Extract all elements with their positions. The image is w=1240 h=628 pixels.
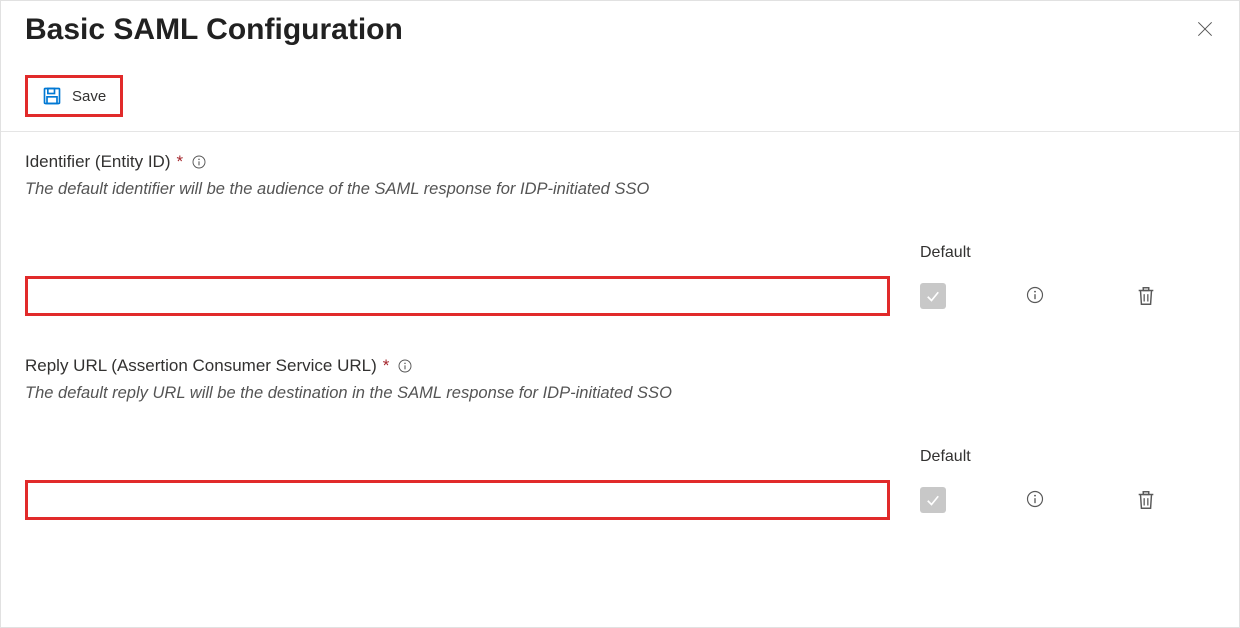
close-button[interactable] bbox=[1195, 19, 1215, 39]
replyurl-label: Reply URL (Assertion Consumer Service UR… bbox=[25, 356, 377, 376]
identifier-info-button[interactable] bbox=[191, 154, 207, 170]
delete-icon bbox=[1135, 489, 1157, 511]
form-content: Identifier (Entity ID) * The default ide… bbox=[1, 132, 1239, 520]
identifier-input-row: Default bbox=[25, 244, 1215, 316]
identifier-description: The default identifier will be the audie… bbox=[25, 180, 1215, 199]
replyurl-default-header: Default bbox=[920, 448, 971, 466]
checkmark-icon bbox=[924, 491, 942, 509]
replyurl-default-checkbox[interactable] bbox=[920, 487, 946, 513]
saml-config-panel: Basic SAML Configuration Save Identif bbox=[0, 0, 1240, 628]
info-icon bbox=[397, 358, 413, 374]
identifier-field-block: Identifier (Entity ID) * The default ide… bbox=[25, 152, 1215, 316]
replyurl-input-highlight bbox=[25, 480, 890, 520]
replyurl-label-row: Reply URL (Assertion Consumer Service UR… bbox=[25, 356, 1215, 376]
replyurl-input[interactable] bbox=[28, 483, 887, 517]
identifier-delete-button[interactable] bbox=[1135, 285, 1157, 307]
identifier-label-row: Identifier (Entity ID) * bbox=[25, 152, 1215, 172]
required-indicator: * bbox=[177, 152, 184, 172]
identifier-label: Identifier (Entity ID) bbox=[25, 152, 171, 172]
replyurl-input-row: Default bbox=[25, 448, 1215, 520]
identifier-row-info-button[interactable] bbox=[1025, 285, 1047, 307]
replyurl-delete-button[interactable] bbox=[1135, 489, 1157, 511]
replyurl-row-info-button[interactable] bbox=[1025, 489, 1047, 511]
required-indicator: * bbox=[383, 356, 390, 376]
info-icon bbox=[191, 154, 207, 170]
toolbar: Save bbox=[1, 47, 1239, 132]
page-title: Basic SAML Configuration bbox=[25, 13, 403, 47]
save-icon bbox=[42, 86, 62, 106]
info-icon bbox=[1025, 489, 1045, 509]
identifier-input[interactable] bbox=[28, 279, 887, 313]
identifier-input-highlight bbox=[25, 276, 890, 316]
delete-icon bbox=[1135, 285, 1157, 307]
info-icon bbox=[1025, 285, 1045, 305]
panel-header: Basic SAML Configuration bbox=[1, 1, 1239, 47]
checkmark-icon bbox=[924, 287, 942, 305]
identifier-default-header: Default bbox=[920, 244, 971, 262]
replyurl-description: The default reply URL will be the destin… bbox=[25, 384, 1215, 403]
replyurl-info-button[interactable] bbox=[397, 358, 413, 374]
save-button-label: Save bbox=[72, 88, 106, 105]
close-icon bbox=[1195, 19, 1215, 39]
replyurl-field-block: Reply URL (Assertion Consumer Service UR… bbox=[25, 356, 1215, 520]
identifier-default-checkbox[interactable] bbox=[920, 283, 946, 309]
save-button[interactable]: Save bbox=[25, 75, 123, 117]
